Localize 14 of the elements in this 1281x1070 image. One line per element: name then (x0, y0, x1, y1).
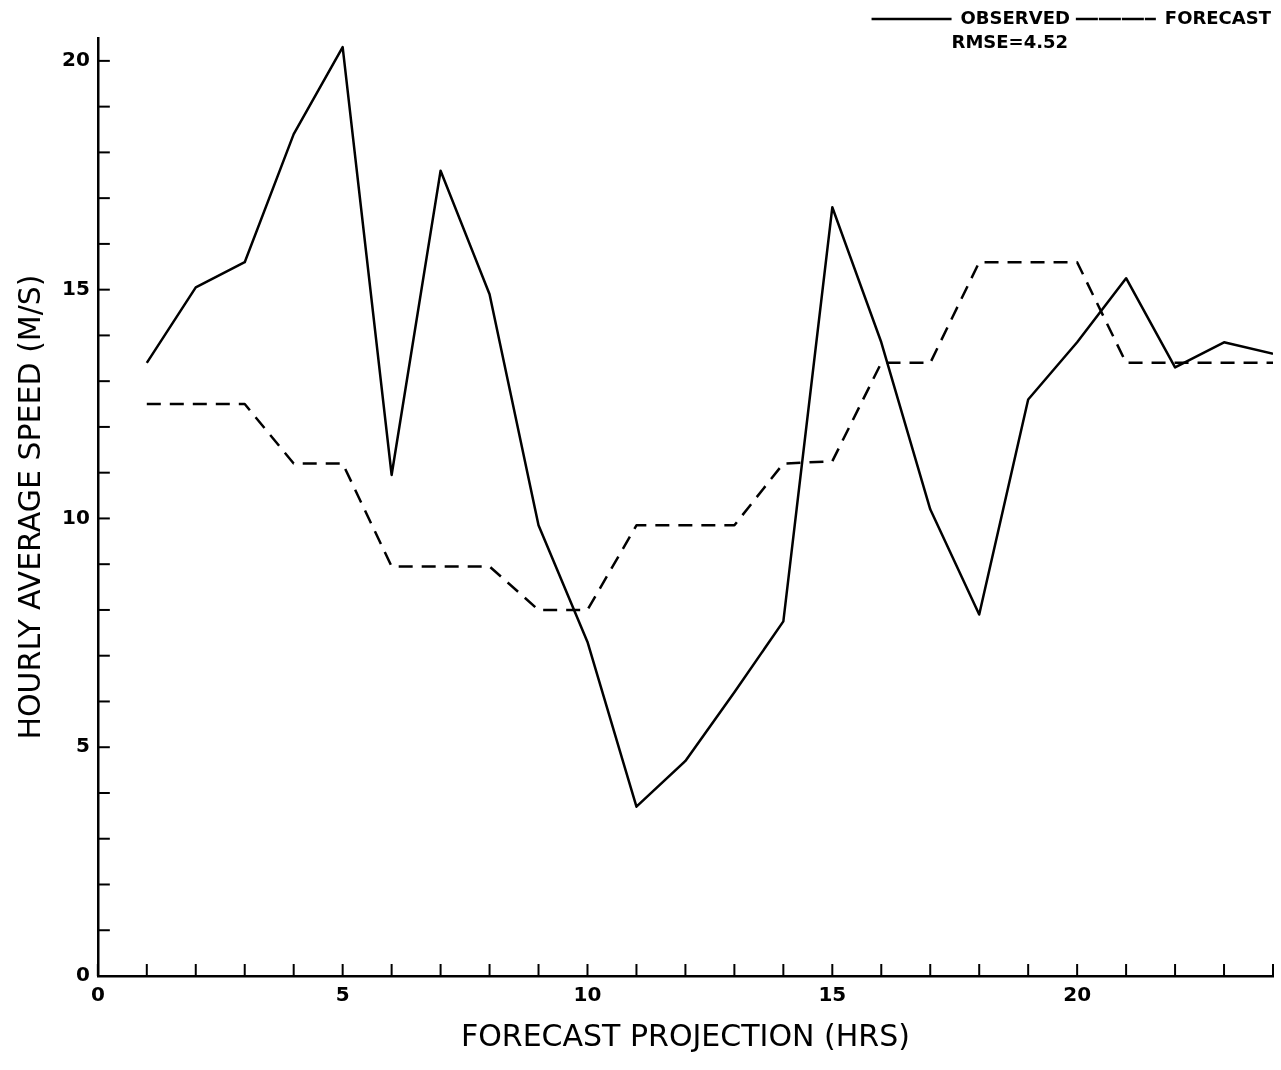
x-tick-label: 5 (335, 982, 350, 1007)
y-tick-label: 0 (75, 962, 90, 987)
y-tick-label: 15 (61, 275, 90, 300)
y-tick-label: 20 (61, 47, 90, 72)
annotation: RMSE=4.52 (951, 30, 1069, 52)
x-tick-label: 15 (818, 982, 847, 1007)
y-tick-label: 10 (61, 504, 90, 529)
legend-label: OBSERVED (960, 6, 1070, 28)
x-axis-title: FORECAST PROJECTION (HRS) (460, 1017, 910, 1053)
x-tick-label: 20 (1063, 982, 1092, 1007)
y-tick-label: 5 (75, 733, 90, 758)
x-tick-label: 10 (573, 982, 602, 1007)
y-axis-title: HOURLY AVERAGE SPEED (M/S) (11, 274, 47, 740)
legend-label: FORECAST (1164, 6, 1272, 28)
